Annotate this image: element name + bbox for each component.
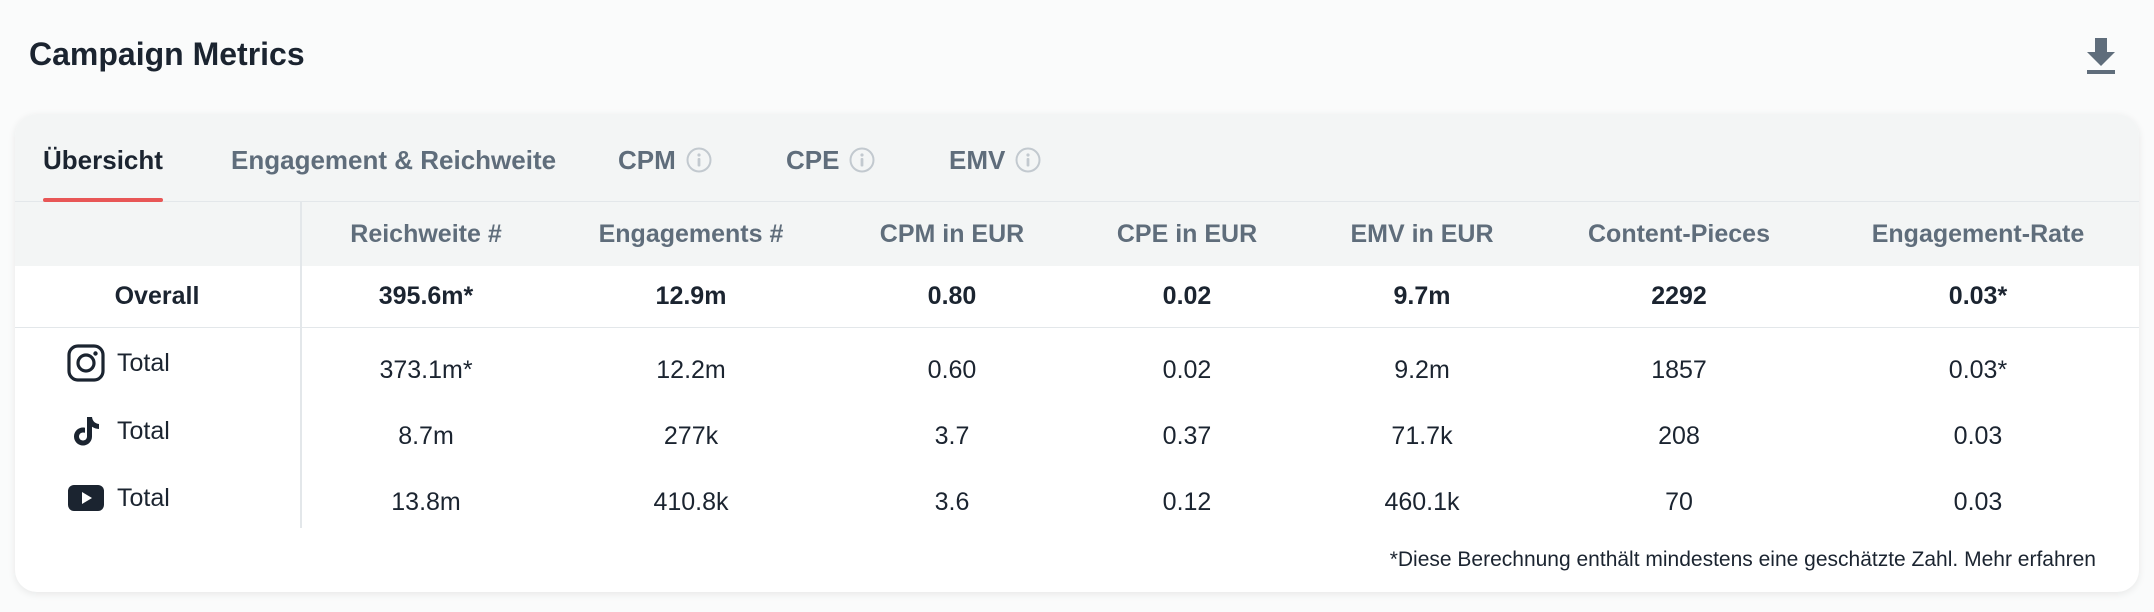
table-cell: 8.7m [398,422,454,450]
instagram-icon [67,344,105,382]
tab-label: Engagement & Reichweite [231,144,557,175]
info-icon[interactable] [1015,147,1041,173]
table-cell: 410.8k [653,488,729,516]
table-header-row: Reichweite # Engagements # CPM in EUR CP… [15,202,2139,266]
table-cell: 0.03* [1948,282,2008,310]
table-cell: 0.80 [927,282,977,310]
download-icon [2087,38,2115,74]
table-cell: 0.03 [1953,488,2003,516]
footnote-text: *Diese Berechnung enthält mindestens ein… [1389,548,1959,571]
row-label: Overall [114,282,200,310]
column-header: Engagement-Rate [1871,220,2085,248]
download-button[interactable] [2084,36,2118,76]
active-tab-indicator [43,198,163,202]
footnote: *Diese Berechnung enthält mindestens ein… [1390,548,2096,572]
tab-cpe[interactable]: CPE [786,143,875,177]
row-label-text: Total [117,483,170,512]
learn-more-link[interactable]: Mehr erfahren [1964,548,2096,571]
row-label: Total [67,344,170,382]
table-cell: 3.6 [934,488,970,516]
tab-label: CPE [786,144,840,175]
table-cell: 71.7k [1391,422,1453,450]
tab-label: EMV [949,144,1006,175]
page-title: Campaign Metrics [29,36,305,72]
table-cell: 0.02 [1162,282,1212,310]
row-label: Total [67,412,170,450]
table-cell: 0.03* [1948,356,2008,384]
table-row-overall: Overall 395.6m* 12.9m 0.80 0.02 9.7m 229… [15,266,2139,328]
table-cell: 2292 [1651,282,1707,310]
table-cell: 9.7m [1393,282,1451,310]
table-cell: 3.7 [934,422,970,450]
table-cell: 12.2m [656,356,726,384]
tab-label: Übersicht [43,144,163,175]
table-cell: 12.9m [655,282,727,310]
column-header: EMV in EUR [1350,220,1494,248]
metrics-table: Reichweite # Engagements # CPM in EUR CP… [15,202,2139,592]
tiktok-icon [74,417,99,446]
table-cell: 277k [663,422,719,450]
column-header: Reichweite # [350,220,502,248]
table-cell: 0.02 [1162,356,1212,384]
column-header: Engagements # [598,220,784,248]
table-cell: 13.8m [391,488,461,516]
table-cell: 395.6m* [378,282,474,310]
row-label-text: Total [117,348,170,377]
table-cell: 0.12 [1162,488,1212,516]
table-cell: 0.37 [1162,422,1212,450]
column-header: CPM in EUR [879,220,1025,248]
column-header: CPE in EUR [1116,220,1258,248]
table-cell: 460.1k [1384,488,1460,516]
metrics-card: Übersicht Engagement & Reichweite CPM CP… [15,114,2139,592]
tab-engagement-reichweite[interactable]: Engagement & Reichweite [231,143,556,177]
row-label: Total [67,479,170,517]
column-header: Content-Pieces [1588,220,1770,248]
info-icon[interactable] [849,147,875,173]
table-cell: 0.60 [927,356,977,384]
info-icon[interactable] [686,147,712,173]
tab-uebersicht[interactable]: Übersicht [43,143,163,202]
table-cell: 373.1m* [379,356,473,384]
table-cell: 1857 [1651,356,1707,384]
tab-cpm[interactable]: CPM [618,143,712,177]
youtube-icon [68,485,104,511]
table-cell: 70 [1665,488,1693,516]
tab-emv[interactable]: EMV [949,143,1041,177]
table-cell: 0.03 [1953,422,2003,450]
column-divider [300,202,302,528]
tab-bar: Übersicht Engagement & Reichweite CPM CP… [15,114,2139,202]
tab-label: CPM [618,144,676,175]
table-cell: 9.2m [1394,356,1450,384]
row-label-text: Total [117,416,170,445]
table-cell: 208 [1658,422,1700,450]
